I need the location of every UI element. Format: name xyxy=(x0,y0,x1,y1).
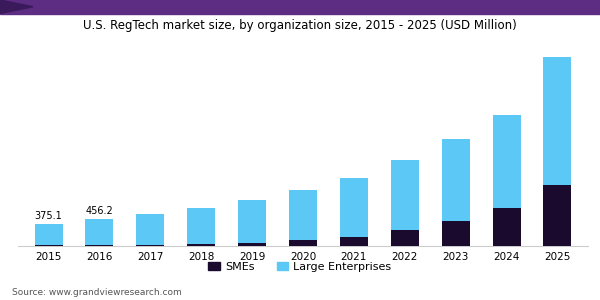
Bar xyxy=(442,139,470,221)
Bar xyxy=(442,221,470,246)
Text: 375.1: 375.1 xyxy=(35,211,62,220)
Bar xyxy=(238,242,266,246)
Bar xyxy=(289,190,317,240)
Bar xyxy=(85,219,113,245)
Text: 456.2: 456.2 xyxy=(86,206,113,216)
Bar xyxy=(85,245,113,246)
Bar xyxy=(289,240,317,246)
Bar xyxy=(136,214,164,244)
Bar xyxy=(391,230,419,246)
Bar xyxy=(544,185,571,246)
Bar xyxy=(493,115,521,208)
Bar xyxy=(340,237,368,246)
Bar xyxy=(187,208,215,244)
Bar xyxy=(238,200,266,242)
Bar xyxy=(493,208,521,246)
Text: Source: www.grandviewresearch.com: Source: www.grandviewresearch.com xyxy=(12,288,182,297)
Bar xyxy=(544,57,571,185)
Bar xyxy=(391,160,419,230)
Legend: SMEs, Large Enterprises: SMEs, Large Enterprises xyxy=(204,258,396,276)
Polygon shape xyxy=(0,0,33,14)
Bar xyxy=(340,178,368,237)
Bar xyxy=(187,244,215,246)
Bar xyxy=(35,245,62,246)
Text: U.S. RegTech market size, by organization size, 2015 - 2025 (USD Million): U.S. RegTech market size, by organizatio… xyxy=(83,19,517,32)
Bar xyxy=(35,224,62,245)
Bar xyxy=(136,244,164,246)
